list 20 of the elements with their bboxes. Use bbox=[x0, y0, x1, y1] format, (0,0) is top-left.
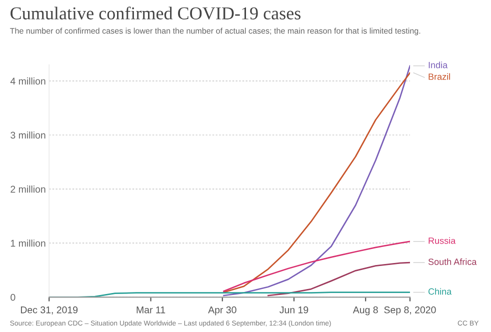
x-tick-label: Aug 8 bbox=[352, 306, 378, 316]
x-tick-label: Jun 19 bbox=[280, 306, 308, 314]
y-tick-label: 2 million bbox=[10, 186, 46, 193]
x-tick-label: Dec 31, 2019 bbox=[20, 306, 78, 314]
y-tick-label: 4 million bbox=[10, 77, 46, 85]
x-tick-label: Mar 11 bbox=[136, 306, 166, 314]
text: Russia bbox=[428, 237, 456, 244]
y-tick-label: 3 million bbox=[10, 131, 46, 139]
text: South Africa bbox=[428, 258, 477, 265]
line-series bbox=[268, 262, 410, 296]
chart-subtitle: The number of confirmed cases is lower than the number of actual cases; the main reason for that is limited testing. bbox=[10, 28, 420, 36]
text: China bbox=[428, 288, 452, 295]
x-tick-label: Apr 30 bbox=[208, 306, 236, 316]
text: Brazil bbox=[428, 73, 450, 80]
y-tick-label: 1 million bbox=[10, 240, 46, 247]
x-tick-label: Sep 8, 2020 bbox=[384, 306, 436, 316]
y-tick-label: 0 bbox=[10, 294, 16, 301]
chart-title: Cumulative confirmed COVID-19 cases bbox=[10, 6, 300, 20]
text: India bbox=[428, 62, 448, 68]
line-series bbox=[223, 240, 410, 292]
